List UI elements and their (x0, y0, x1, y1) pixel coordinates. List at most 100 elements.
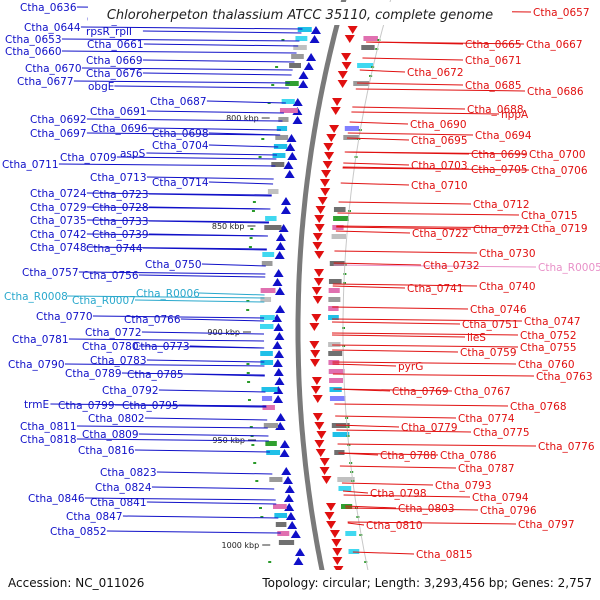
label-leader-line (338, 452, 439, 456)
gc-skew-mark (246, 372, 250, 374)
forward-gene-arrow (319, 179, 330, 187)
label-leader-line (208, 144, 279, 148)
label-leader-line (352, 106, 466, 110)
label-leader-line (146, 359, 265, 363)
label-leader-line (334, 250, 478, 254)
reverse-strand-feature-block (291, 54, 304, 59)
forward-gene-arrow (319, 458, 330, 466)
label-leader-line (178, 404, 267, 408)
reverse-gene-arrow (272, 278, 283, 286)
label-leader-line (142, 59, 295, 63)
label-leader-line (339, 465, 457, 469)
label-leader-line (189, 345, 265, 349)
gene-label: Ctha_R0006 (136, 288, 200, 300)
gene-label: Ctha_0766 (124, 314, 181, 326)
gc-baseline-arc (342, 0, 392, 600)
label-leader-line (148, 233, 268, 237)
reverse-strand-feature-block (262, 405, 275, 410)
label-leader-line (180, 318, 265, 322)
reverse-strand-feature-block (267, 189, 279, 194)
forward-strand-feature-block (329, 378, 344, 383)
title-backdrop (88, 2, 512, 25)
forward-gene-arrow (347, 26, 358, 34)
label-leader-line (359, 69, 406, 73)
reverse-gene-arrow (292, 98, 303, 106)
gene-label: Ctha_R0007 (72, 295, 136, 307)
reverse-gene-arrow (274, 332, 285, 340)
label-leader-line (114, 85, 289, 89)
reverse-strand-feature-block (275, 522, 287, 527)
reverse-strand-feature-block (293, 45, 307, 50)
reverse-strand-feature-block (285, 81, 299, 86)
gc-skew-mark (255, 480, 259, 482)
label-leader-line (146, 176, 274, 180)
forward-gene-arrow (312, 296, 323, 304)
label-leader-line (332, 332, 519, 336)
label-leader-line (116, 156, 277, 160)
label-leader-line (50, 403, 267, 407)
reverse-strand-feature-block (260, 315, 275, 320)
reverse-strand-feature-block (263, 423, 278, 428)
label-leader-line (73, 80, 290, 84)
forward-strand-feature-block (328, 369, 345, 374)
label-leader-line (106, 530, 281, 534)
gene-label: Ctha_0699 (471, 149, 528, 161)
forward-gene-arrow (321, 170, 332, 178)
forward-strand-feature-block (328, 342, 341, 347)
genome-backbone (295, 0, 392, 600)
forward-strand-feature-block (337, 477, 355, 482)
gene-label: Ctha_0746 (470, 304, 527, 316)
reverse-gene-arrow (279, 449, 290, 457)
gene-label: Ctha_0710 (411, 180, 468, 192)
forward-gene-arrow (331, 539, 342, 547)
label-leader-line (347, 522, 365, 526)
reverse-strand-feature-block (272, 153, 286, 158)
gene-label: Ctha_0789 (65, 368, 122, 380)
gene-label: Ctha_0760 (518, 359, 575, 371)
forward-strand-feature-block (363, 36, 378, 41)
gene-label: Ctha_0669 (86, 55, 143, 67)
forward-strand-feature-block (361, 45, 375, 50)
gene-label: Ctha_0665 (465, 39, 522, 51)
gc-skew-mark (260, 516, 264, 518)
gene-label: Ctha_0719 (531, 223, 588, 235)
label-leader-line (345, 505, 397, 509)
label-leader-line (78, 271, 266, 275)
gene-label: Ctha_0846 (28, 493, 85, 505)
forward-gene-arrow (314, 422, 325, 430)
gene-label: Ctha_0810 (366, 520, 423, 532)
label-leader-line (147, 127, 281, 131)
forward-strand-feature-block (348, 549, 360, 554)
gene-label: Ctha_R0008 (4, 291, 68, 303)
label-leader-line (336, 225, 530, 229)
reverse-strand-feature-block (265, 441, 277, 446)
backbone-arc (295, 0, 347, 600)
forward-gene-arrow (332, 548, 343, 556)
gene-label: Ctha_0686 (527, 86, 584, 98)
forward-strand-feature-block (333, 207, 346, 212)
reverse-gene-arrow (303, 62, 314, 70)
tick-label: 900 kbp (207, 328, 240, 337)
reverse-gene-arrow (306, 53, 317, 61)
reverse-strand-feature-block (273, 144, 288, 149)
label-leader-line (332, 285, 406, 289)
reverse-gene-arrow (281, 197, 292, 205)
gene-label: hppA (501, 109, 529, 121)
gene-label: Ctha_0706 (531, 165, 588, 177)
label-leader-line (86, 118, 283, 122)
gene-label: Ctha_0661 (87, 39, 144, 51)
label-leader-line (68, 338, 265, 342)
reverse-gene-arrow (292, 116, 303, 124)
gene-label: Ctha_0712 (473, 199, 530, 211)
gc-skew-mark (246, 363, 250, 365)
reverse-strand-feature-block (269, 477, 283, 482)
gc-skew-mark (258, 507, 262, 509)
forward-gene-arrow (311, 377, 322, 385)
gene-label: Ctha_0759 (460, 347, 517, 359)
reverse-gene-arrow (283, 494, 294, 502)
forward-strand-feature-block (331, 234, 347, 239)
gene-label: Ctha_0787 (458, 463, 515, 475)
